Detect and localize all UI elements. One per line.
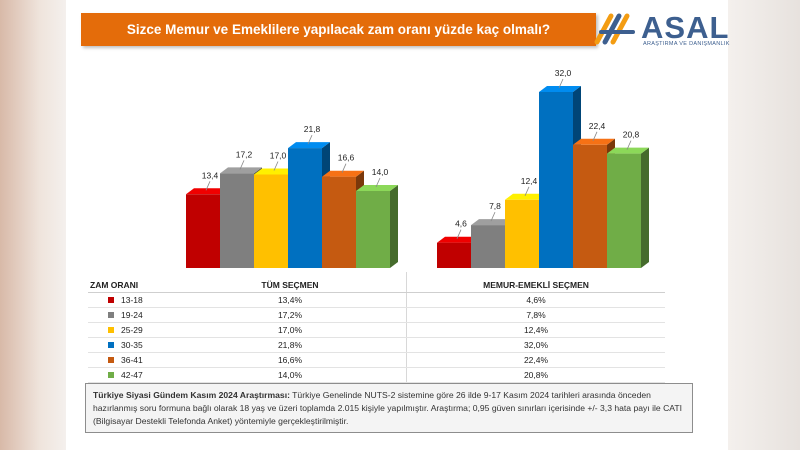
bar-t-m-se-men-13-18 bbox=[186, 194, 220, 268]
table-row: 36-41 16,6% 22,4% bbox=[88, 352, 665, 368]
row-memur-value: 12,4% bbox=[406, 322, 665, 338]
table-header-row: ZAM ORANI TÜM SEÇMEN MEMUR-EMEKLİ SEÇMEN bbox=[88, 272, 665, 293]
label-leader bbox=[626, 140, 632, 150]
label-leader bbox=[307, 134, 313, 145]
label-leader bbox=[524, 186, 530, 196]
methodology-note: Türkiye Siyasi Gündem Kasım 2024 Araştır… bbox=[85, 383, 693, 433]
table-row: 19-24 17,2% 7,8% bbox=[88, 307, 665, 323]
slide: Sizce Memur ve Emeklilere yapılacak zam … bbox=[66, 0, 729, 450]
bar-top bbox=[254, 168, 296, 175]
legend-swatch bbox=[108, 312, 114, 318]
bar-top bbox=[288, 142, 330, 149]
label-leader bbox=[592, 131, 598, 141]
row-range: 36-41 bbox=[121, 355, 143, 365]
bar-t-m-se-men-19-24 bbox=[220, 173, 254, 268]
asal-logo: ASAL ARAŞTIRMA VE DANIŞMANLIK bbox=[593, 10, 729, 50]
bar-top bbox=[186, 188, 228, 195]
bar-top bbox=[573, 138, 615, 145]
row-memur-value: 32,0% bbox=[406, 337, 665, 353]
row-memur-value: 20,8% bbox=[406, 367, 665, 383]
legend-swatch bbox=[108, 372, 114, 378]
right-backdrop bbox=[728, 0, 800, 450]
data-label: 17,2 bbox=[236, 149, 253, 159]
label-leader bbox=[273, 161, 279, 171]
header-zam-orani: ZAM ORANI bbox=[88, 272, 174, 293]
row-range: 42-47 bbox=[121, 370, 143, 380]
bar-top bbox=[471, 219, 513, 226]
bar-memur-emekli-se-men-30-35 bbox=[539, 92, 573, 268]
row-all-value: 17,0% bbox=[174, 322, 407, 338]
left-backdrop bbox=[0, 0, 66, 450]
data-label: 21,8 bbox=[304, 124, 321, 134]
header-memur-emekli: MEMUR-EMEKLİ SEÇMEN bbox=[406, 272, 665, 293]
bar-side bbox=[641, 147, 649, 268]
row-memur-value: 22,4% bbox=[406, 352, 665, 368]
bar-memur-emekli-se-men-19-24 bbox=[471, 225, 505, 268]
label-leader bbox=[375, 177, 381, 188]
bar-t-m-se-men-30-35 bbox=[288, 148, 322, 268]
bar-t-m-se-men-36-41 bbox=[322, 176, 356, 268]
asal-logo-mark-icon bbox=[594, 13, 635, 45]
results-table: ZAM ORANI TÜM SEÇMEN MEMUR-EMEKLİ SEÇMEN… bbox=[88, 272, 665, 383]
logo-wordmark: ASAL bbox=[641, 10, 730, 45]
label-leader bbox=[490, 211, 496, 222]
table-row: 42-47 14,0% 20,8% bbox=[88, 367, 665, 383]
bar-memur-emekli-se-men-36-41 bbox=[573, 144, 607, 268]
data-label: 4,6 bbox=[455, 219, 467, 229]
bar-memur-emekli-se-men-13-18 bbox=[437, 242, 471, 268]
question-title: Sizce Memur ve Emeklilere yapılacak zam … bbox=[81, 13, 596, 46]
row-memur-value: 7,8% bbox=[406, 307, 665, 323]
note-heading: Türkiye Siyasi Gündem Kasım 2024 Araştır… bbox=[93, 390, 290, 400]
bar-top bbox=[437, 236, 479, 243]
row-memur-value: 4,6% bbox=[406, 292, 665, 308]
bar-top bbox=[322, 170, 364, 177]
row-range: 30-35 bbox=[121, 340, 143, 350]
row-all-value: 14,0% bbox=[174, 367, 407, 383]
row-range: 19-24 bbox=[121, 310, 143, 320]
bar-top bbox=[220, 167, 262, 174]
bar-side bbox=[390, 185, 398, 268]
bar-t-m-se-men-25-29 bbox=[254, 174, 288, 268]
label-leader bbox=[205, 181, 211, 191]
table-row: 13-18 13,4% 4,6% bbox=[88, 292, 665, 308]
table-row: 25-29 17,0% 12,4% bbox=[88, 322, 665, 338]
data-label: 20,8 bbox=[623, 130, 640, 140]
bar-top bbox=[505, 193, 547, 200]
bar-top bbox=[539, 86, 581, 92]
logo-subtitle: ARAŞTIRMA VE DANIŞMANLIK bbox=[643, 41, 730, 47]
legend-swatch bbox=[108, 342, 114, 348]
legend-swatch bbox=[108, 357, 114, 363]
row-range: 25-29 bbox=[121, 325, 143, 335]
legend-swatch bbox=[108, 327, 114, 333]
bar-memur-emekli-se-men-25-29 bbox=[505, 199, 539, 268]
bar-t-m-se-men-42-47 bbox=[356, 191, 390, 268]
bar-memur-emekli-se-men-42-47 bbox=[607, 153, 641, 268]
data-label: 14,0 bbox=[372, 167, 389, 177]
row-all-value: 16,6% bbox=[174, 352, 407, 368]
data-label: 32,0 bbox=[555, 68, 572, 78]
data-label: 17,0 bbox=[270, 151, 287, 161]
row-range: 13-18 bbox=[121, 295, 143, 305]
label-leader bbox=[456, 229, 462, 239]
bar-chart: 13,4 17,2 17,0 21,8 16,6 14,0 4,6 7,8 12,4 32,0 22… bbox=[186, 68, 649, 268]
data-label: 13,4 bbox=[202, 170, 219, 180]
label-leader bbox=[341, 163, 347, 173]
row-all-value: 13,4% bbox=[174, 292, 407, 308]
data-label: 12,4 bbox=[521, 176, 538, 186]
data-label: 22,4 bbox=[589, 121, 606, 131]
bar-top bbox=[356, 185, 398, 191]
note-body: Türkiye Genelinde NUTS-2 sistemine göre … bbox=[93, 390, 683, 426]
data-label: 16,6 bbox=[338, 153, 355, 163]
label-leader bbox=[239, 160, 245, 170]
label-leader bbox=[558, 78, 564, 89]
data-label: 7,8 bbox=[489, 201, 501, 211]
row-all-value: 17,2% bbox=[174, 307, 407, 323]
legend-swatch bbox=[108, 297, 114, 303]
header-tum-secmen: TÜM SEÇMEN bbox=[174, 272, 407, 293]
table-row: 30-35 21,8% 32,0% bbox=[88, 337, 665, 353]
bar-top bbox=[607, 147, 649, 154]
row-all-value: 21,8% bbox=[174, 337, 407, 353]
